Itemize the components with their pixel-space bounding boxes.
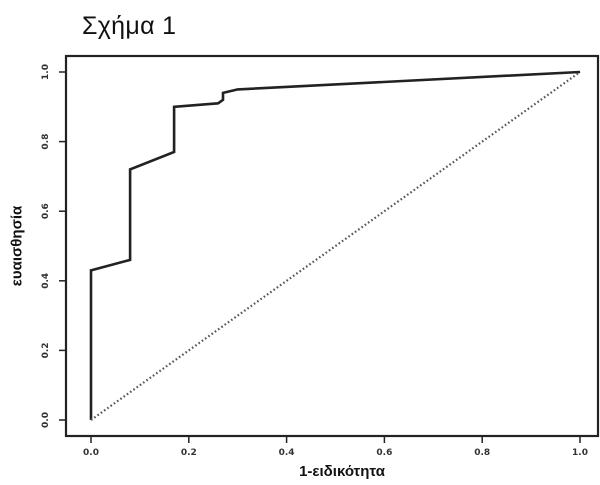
y-tick-label: 1.0: [41, 64, 51, 80]
y-tick-label: 0.8: [41, 134, 51, 150]
x-tick-label: 0.2: [181, 448, 197, 458]
reference-diagonal-line: [90, 71, 581, 421]
figure-title: Σχήμα 1: [82, 12, 177, 40]
x-tick-label: 1.0: [572, 448, 588, 458]
y-tick-label: 0.0: [41, 412, 51, 428]
x-tick-label: 0.0: [83, 448, 99, 458]
x-axis-title: 1-ειδικότητα: [299, 463, 386, 480]
roc-curve-line: [89, 70, 581, 420]
plot-frame: [64, 54, 600, 438]
y-axis-title: ευαισθησία: [9, 205, 26, 286]
x-tick-label: 0.4: [279, 448, 295, 458]
x-tick-label: 0.6: [376, 448, 392, 458]
y-tick-label: 0.4: [41, 273, 51, 289]
y-tick-label: 0.6: [41, 203, 51, 219]
y-tick-label: 0.2: [41, 342, 51, 358]
x-tick-label: 0.8: [474, 448, 490, 458]
